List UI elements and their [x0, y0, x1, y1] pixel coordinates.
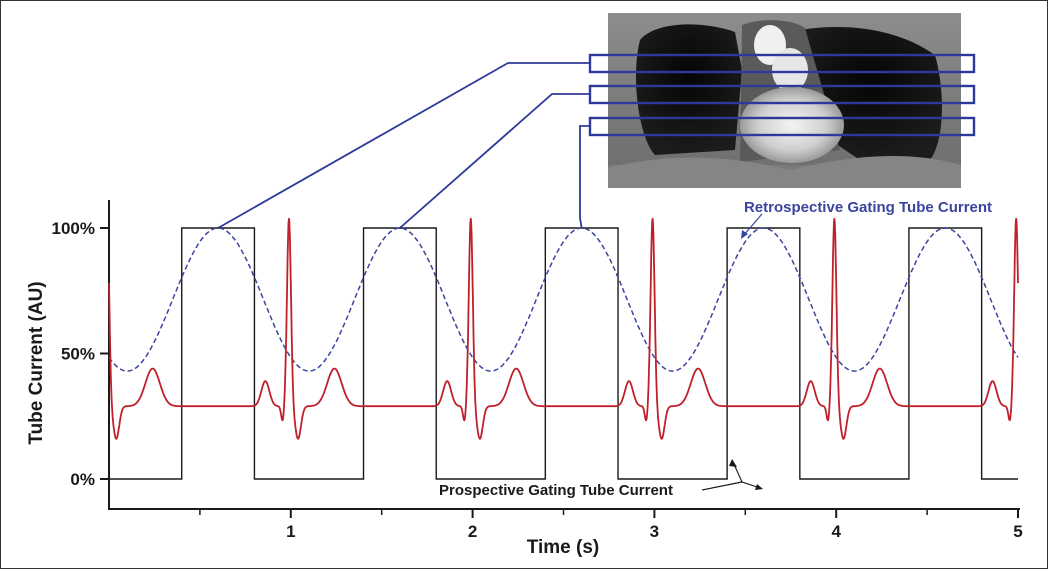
x-tick-label: 5	[1013, 522, 1022, 541]
x-tick-label: 4	[831, 522, 841, 541]
x-tick-label: 3	[650, 522, 659, 541]
ct-diaphragm	[608, 155, 961, 188]
annotation-prospective-arrowhead-right	[755, 484, 763, 490]
x-tick-label: 2	[468, 522, 477, 541]
x-ticks: 1 2 3 4 5	[199, 509, 1023, 541]
series-ecg	[108, 218, 1019, 441]
annotation-prospective-arrowhead-up	[729, 459, 737, 467]
ct-heart	[740, 87, 844, 163]
ct-pulmonary	[772, 48, 808, 92]
annotation-retrospective: Retrospective Gating Tube Current	[744, 199, 992, 216]
series-prospective-gating	[109, 227, 1018, 480]
slab-leader-line	[217, 62, 590, 229]
y-tick-label: 50%	[61, 345, 95, 364]
slab-leader-line	[579, 125, 590, 229]
ct-left-lung	[635, 24, 742, 155]
ct-inset	[608, 13, 961, 188]
slab-leader-lines	[217, 62, 590, 229]
annotation-prospective: Prospective Gating Tube Current	[439, 482, 673, 499]
series-retrospective-gating	[108, 227, 1019, 372]
y-tick-label: 100%	[52, 219, 95, 238]
annotation-prospective-arrows	[701, 461, 761, 491]
x-tick-label: 1	[286, 522, 295, 541]
x-axis-title: Time (s)	[527, 537, 600, 558]
annotation-retrospective-arrow	[742, 213, 763, 237]
slab-leader-line	[399, 93, 590, 229]
axes	[108, 200, 1020, 510]
y-ticks: 0% 50% 100%	[52, 219, 109, 489]
y-tick-label: 0%	[70, 470, 95, 489]
annotation-retrospective-arrowhead	[741, 230, 748, 239]
y-axis-title: Tube Current (AU)	[26, 281, 47, 444]
